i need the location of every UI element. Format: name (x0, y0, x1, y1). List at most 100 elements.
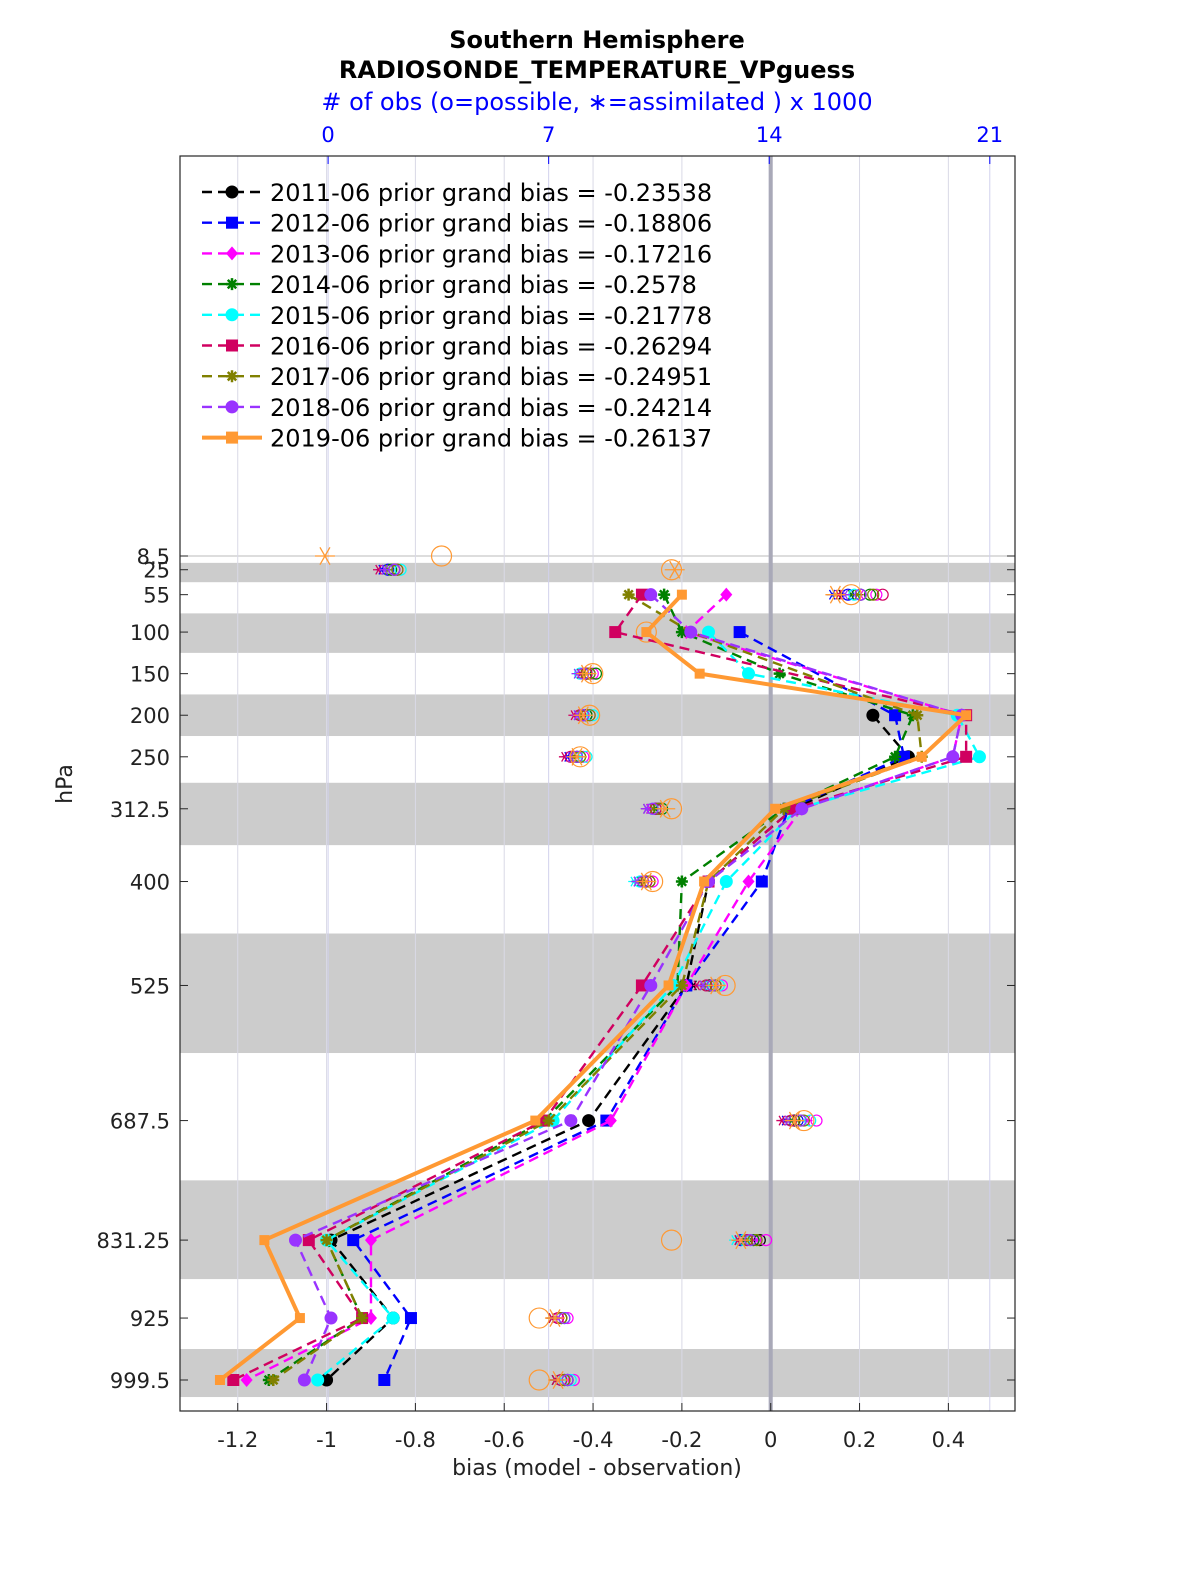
bias-point (324, 1311, 338, 1325)
obs-assimilated-marker (573, 706, 594, 725)
y-tick-label: 200 (130, 704, 170, 728)
top-tick-label: 0 (321, 123, 334, 147)
bias-point (267, 1374, 280, 1386)
obs-assimilated-marker (784, 1111, 805, 1130)
y-tick-label: 250 (130, 746, 170, 770)
series-line (218, 593, 969, 1382)
axis-ticks: -1.2 -1 -0.8 -0.6 -0.4 -0.2 0 0.2 0.40 7 14 218.525… (97, 123, 1015, 1452)
bias-point (663, 980, 674, 991)
bias-point (227, 1374, 240, 1386)
y-tick-label: 312.5 (110, 798, 170, 822)
legend-marker (225, 308, 239, 322)
obs-possible-marker (863, 588, 877, 601)
x-tick-label: -0.6 (484, 1428, 525, 1452)
bias-point (294, 1313, 305, 1324)
x-tick-label: -1 (316, 1428, 337, 1452)
bias-point (770, 803, 781, 814)
series-line (352, 631, 906, 1381)
bias-point (604, 1113, 617, 1128)
bias-point (676, 589, 687, 600)
legend-marker (226, 431, 238, 444)
legend-marker (226, 370, 238, 383)
obs-assimilated-marker (636, 872, 657, 891)
bias-point (564, 1114, 578, 1128)
top-tick-label: 7 (542, 123, 555, 147)
bias-point (259, 1235, 270, 1246)
bias-point (889, 709, 902, 722)
x-tick-label: 0.4 (932, 1428, 965, 1452)
obs-count-markers (314, 545, 889, 1391)
bias-point (694, 668, 705, 679)
y-axis-label: hPa (53, 764, 78, 804)
bias-point (356, 1312, 369, 1325)
bias-point (214, 1375, 225, 1385)
obs-possible-marker (876, 588, 889, 601)
legend-entry: 2012-06 prior grand bias = -0.18806 (270, 210, 712, 238)
obs-assimilated-marker (825, 585, 846, 604)
y-tick-label: 831.25 (97, 1229, 170, 1253)
bias-point (866, 708, 880, 722)
bias-point (889, 750, 902, 763)
bias-point (742, 667, 756, 681)
bias-point (635, 588, 648, 601)
bias-point (641, 627, 652, 638)
legend-entry: 2017-06 prior grand bias = -0.24951 (270, 363, 712, 391)
bias-point (378, 1374, 391, 1386)
x-tick-label: -0.4 (573, 1428, 614, 1452)
obs-assimilated-marker (705, 976, 726, 995)
legend-marker (225, 400, 239, 414)
bias-point (582, 1114, 596, 1128)
obs-assimilated-marker (314, 547, 335, 565)
top-axis-label: # of obs (o=possible, ∗=assimilated ) x … (321, 88, 872, 116)
level-band (180, 1349, 1015, 1398)
x-tick-label: -1.2 (217, 1428, 258, 1452)
legend-marker (226, 216, 238, 229)
bias-point (347, 1234, 360, 1247)
legend-marker (226, 339, 238, 352)
y-tick-label: 100 (130, 621, 170, 645)
bias-point (609, 626, 622, 639)
bias-point (916, 751, 927, 762)
y-tick-label: 999.5 (110, 1369, 170, 1393)
bias-point (311, 1373, 325, 1387)
top-tick-label: 21 (976, 123, 1003, 147)
bias-point (960, 750, 973, 763)
bias-point (755, 875, 768, 888)
x-axis-label: bias (model - observation) (452, 1456, 742, 1481)
bias-point (699, 876, 710, 887)
y-tick-label: 925 (130, 1307, 170, 1331)
chart-subtitle: RADIOSONDE_TEMPERATURE_VPguess (339, 56, 855, 84)
obs-assimilated-marker (664, 560, 685, 579)
series-line (272, 593, 923, 1381)
bias-point (288, 1233, 302, 1247)
y-tick-label: 687.5 (110, 1110, 170, 1134)
bias-point (240, 1373, 253, 1387)
bias-point (675, 626, 688, 639)
bias-point (622, 588, 635, 601)
bias-point (297, 1373, 311, 1387)
level-band (180, 1180, 1015, 1280)
obs-assimilated-marker (576, 664, 597, 683)
bias-point (946, 750, 960, 764)
legend-entry: 2013-06 prior grand bias = -0.17216 (270, 240, 712, 268)
obs-assimilated-marker (730, 1231, 751, 1250)
bias-point (386, 1311, 400, 1325)
bias-point (719, 875, 733, 889)
obs-assimilated-marker (544, 1309, 565, 1328)
obs-possible-marker (394, 563, 407, 576)
x-tick-label: 0 (764, 1428, 777, 1452)
bias-point (742, 874, 755, 889)
obs-assimilated-marker (379, 564, 391, 575)
plot-frame (179, 155, 1016, 1412)
bias-point (911, 709, 924, 722)
obs-assimilated-marker (567, 747, 588, 766)
obs-assimilated-marker (640, 803, 652, 814)
x-tick-label: 0.2 (843, 1428, 876, 1452)
bias-point (773, 667, 786, 680)
bias-point (778, 802, 791, 815)
level-band (180, 782, 1015, 846)
level-band (180, 562, 1015, 583)
top-tick-label: 14 (756, 123, 783, 147)
legend-entry: 2014-06 prior grand bias = -0.2578 (270, 271, 697, 299)
